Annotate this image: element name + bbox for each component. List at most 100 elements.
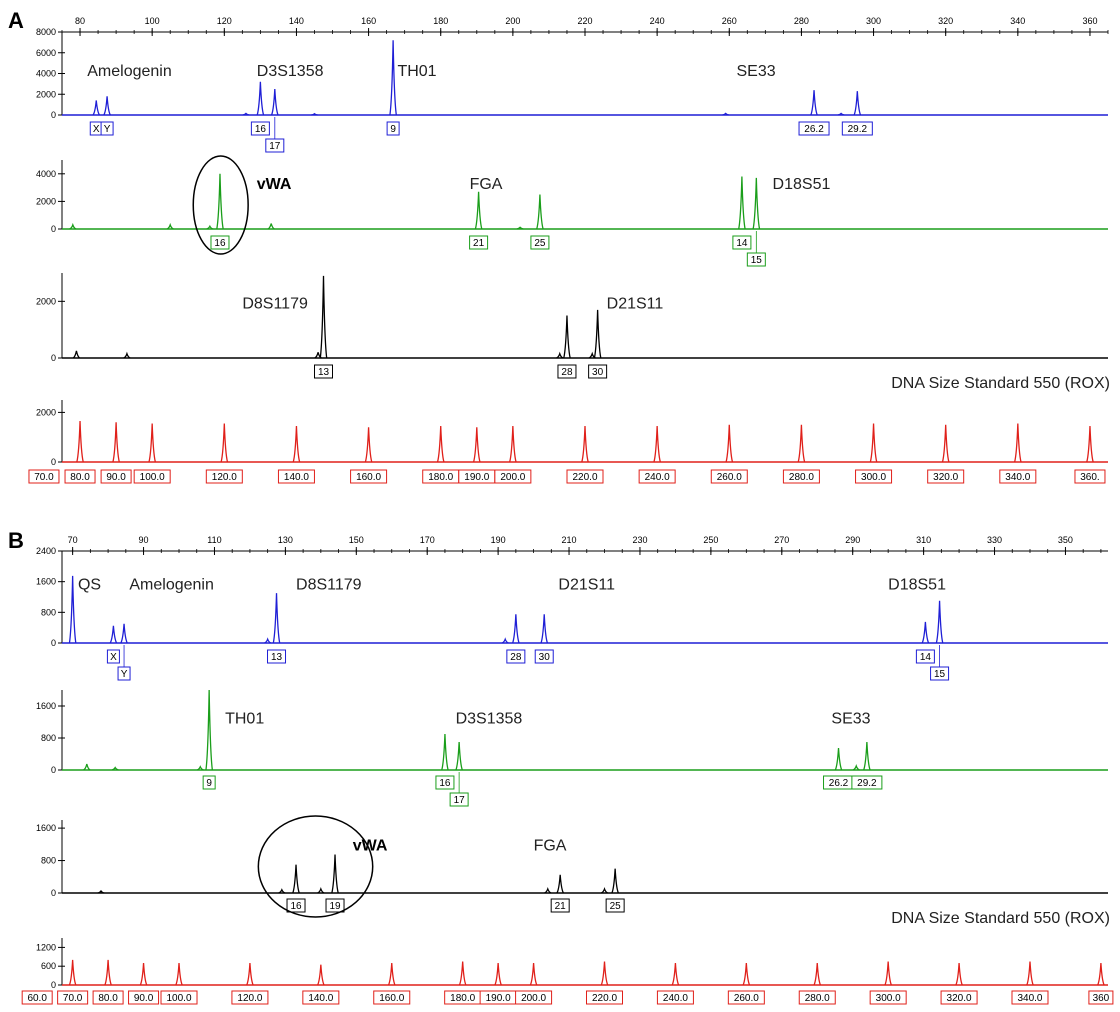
- trace-3: 0 800 1600 vWA FGA 16 19 21 25 DNA Size Standard …: [36, 815, 1110, 927]
- size-label-box: [64, 469, 96, 484]
- y-tick-label: 800: [41, 856, 56, 866]
- y-tick-label: 0: [51, 765, 56, 775]
- peak: [797, 424, 806, 463]
- peak: [837, 112, 845, 116]
- y-tick-label: 4000: [36, 69, 56, 79]
- size-label: 70.0: [63, 993, 83, 1004]
- peak: [292, 864, 300, 894]
- peak: [387, 963, 396, 986]
- peak: [921, 621, 930, 644]
- peak: [317, 964, 325, 986]
- peak: [83, 763, 91, 771]
- allele-label: 16: [255, 124, 267, 135]
- allele-box: [265, 138, 285, 153]
- x-tick-label: 140: [289, 16, 304, 26]
- peak: [69, 222, 77, 230]
- peak: [955, 963, 963, 986]
- peak: [216, 173, 224, 230]
- allele-box: [605, 898, 625, 913]
- y-tick-label: 6000: [36, 48, 56, 58]
- size-label: 360.: [1080, 472, 1099, 483]
- size-label: 90.0: [134, 993, 154, 1004]
- size-label: 160.0: [379, 993, 404, 1004]
- size-label: 190.0: [464, 472, 489, 483]
- size-label: 120.0: [237, 993, 262, 1004]
- peak: [148, 423, 157, 463]
- allele-box: [588, 364, 608, 379]
- peak: [72, 350, 81, 359]
- peak: [601, 886, 608, 894]
- peak: [455, 741, 463, 771]
- size-label-box: [798, 990, 836, 1005]
- allele-box: [449, 792, 469, 807]
- size-label-box: [231, 990, 269, 1005]
- peak: [311, 112, 318, 116]
- peak: [206, 224, 214, 230]
- panel-label: B: [8, 528, 24, 553]
- allele-label: 13: [318, 367, 330, 378]
- size-standard-title: DNA Size Standard 550 (ROX): [891, 910, 1110, 927]
- allele-box: [325, 898, 345, 913]
- peak: [264, 637, 272, 644]
- size-label-box: [782, 469, 820, 484]
- x-tick-label: 280: [794, 16, 809, 26]
- size-label-box: [302, 990, 340, 1005]
- size-label: 140.0: [308, 993, 333, 1004]
- size-label: 300.0: [876, 993, 901, 1004]
- y-tick-label: 1600: [36, 577, 56, 587]
- size-label: 60.0: [27, 993, 47, 1004]
- x-tick-label: 350: [1058, 535, 1073, 545]
- size-label-box: [927, 469, 965, 484]
- peak: [120, 623, 128, 644]
- peak: [509, 426, 517, 463]
- y-tick-label: 2400: [36, 546, 56, 556]
- size-label: 260.0: [734, 993, 759, 1004]
- allele-box: [915, 649, 935, 664]
- x-tick-label: 360: [1082, 16, 1097, 26]
- peak: [653, 426, 661, 463]
- allele-label: 26.2: [804, 124, 824, 135]
- allele-label: 16: [439, 778, 451, 789]
- allele-label: 25: [534, 238, 546, 249]
- peak: [458, 961, 467, 986]
- peak: [600, 961, 609, 986]
- x-tick-label: 130: [278, 535, 293, 545]
- allele-label: 13: [271, 652, 283, 663]
- peak: [742, 963, 751, 986]
- allele-box: [851, 775, 883, 790]
- size-label-box: [586, 990, 624, 1005]
- peak: [436, 426, 445, 463]
- size-label-box: [710, 469, 748, 484]
- size-label-box: [92, 990, 124, 1005]
- peak: [884, 961, 892, 986]
- y-tick-label: 8000: [36, 27, 56, 37]
- size-label: 340.0: [1017, 993, 1042, 1004]
- peak: [92, 100, 101, 116]
- peak: [270, 89, 279, 116]
- peak: [111, 766, 119, 771]
- size-label-box: [855, 469, 893, 484]
- trace-1: 0 800 1600 2400 QS Amelogenin D8S1179 D21S11 D18…: [36, 546, 1108, 681]
- peak: [813, 963, 822, 986]
- locus-label: TH01: [397, 63, 436, 80]
- locus-label: QS: [78, 577, 101, 594]
- x-tick-label: 70: [68, 535, 78, 545]
- x-tick-label: 120: [217, 16, 232, 26]
- peak: [869, 423, 878, 463]
- x-tick-label: 230: [632, 535, 647, 545]
- locus-label: D8S1179: [242, 296, 308, 313]
- peak: [205, 689, 213, 771]
- locus-label: Amelogenin: [129, 577, 214, 594]
- locus-label: D3S1358: [456, 711, 523, 728]
- peak: [501, 637, 509, 644]
- size-label-box: [869, 990, 907, 1005]
- locus-label: D21S11: [607, 296, 664, 313]
- peak: [317, 886, 325, 894]
- peak: [671, 963, 680, 986]
- x-tick-label: 160: [361, 16, 376, 26]
- peak: [364, 427, 373, 463]
- y-tick-label: 0: [51, 980, 56, 990]
- allele-label: 9: [390, 124, 396, 135]
- size-label-box: [566, 469, 604, 484]
- allele-label: 14: [920, 652, 932, 663]
